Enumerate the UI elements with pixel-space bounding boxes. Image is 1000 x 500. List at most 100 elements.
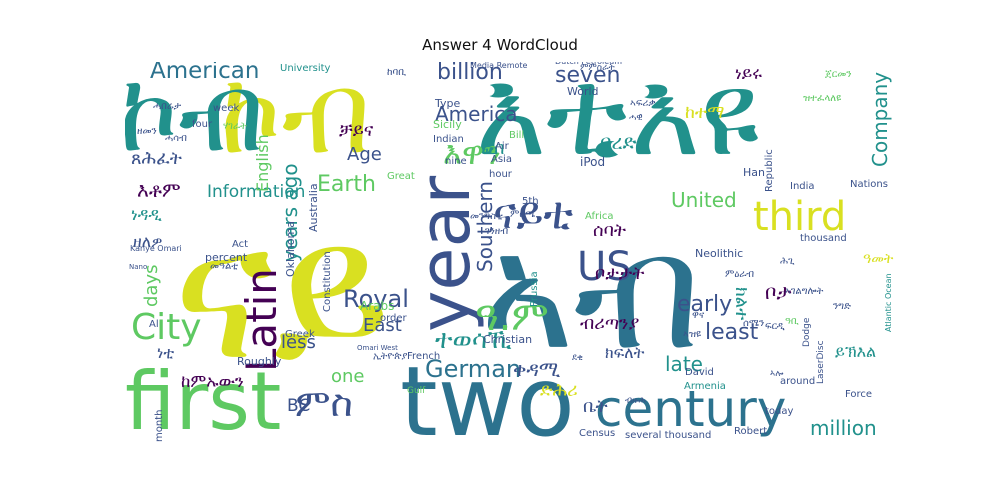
cloud-word: ይኽእል (835, 342, 877, 361)
cloud-word: ሃገራት (223, 121, 247, 132)
cloud-word: ክፍለት (605, 343, 645, 362)
cloud-word: ዓ.ም (475, 294, 549, 340)
cloud-word: one (331, 366, 365, 387)
cloud-word: US (577, 244, 632, 290)
cloud-word: Census (579, 428, 616, 439)
cloud-word: ዓመት (863, 251, 894, 267)
cloud-word: Great (387, 171, 415, 182)
cloud-word: iPod (580, 155, 606, 169)
cloud-word: ኮብ (125, 62, 265, 176)
cloud-word: ተወሳኺ (435, 325, 512, 355)
cloud-word: English (253, 134, 272, 192)
cloud-word: ኣሎ (770, 369, 784, 379)
cloud-word: እቶም (137, 178, 181, 202)
cloud-word: ድሕሪ (540, 380, 578, 401)
cloud-word: እዋን (443, 134, 501, 172)
cloud-word: Kanye Omari (130, 244, 182, 253)
cloud-word: billion (437, 62, 503, 85)
cloud-word: ሓሳብ (165, 133, 187, 144)
cloud-word: እዩ (630, 62, 759, 182)
cloud-word: America (435, 102, 518, 126)
cloud-word: World (567, 85, 599, 98)
cloud-word: ጀርመን (825, 69, 852, 80)
cloud-word: ቦታታት (595, 263, 645, 284)
cloud-word: University (280, 63, 331, 74)
cloud-word: ምዕራብ (725, 269, 755, 280)
cloud-word: week (213, 103, 240, 114)
cloud-word: Force (845, 389, 873, 400)
cloud-word: century (595, 380, 787, 438)
cloud-word: Indian (433, 134, 464, 145)
cloud-word: ሓዊ (629, 113, 643, 123)
cloud-word: ኣፍሪቃ (630, 98, 656, 109)
cloud-word: ኣብ (480, 198, 701, 385)
cloud-word: BC (287, 396, 311, 416)
cloud-word: መንግስቲ (470, 211, 503, 222)
cloud-word: ገንዘብ (485, 226, 509, 237)
cloud-word: Type (435, 97, 461, 110)
cloud-word: Han (743, 166, 765, 179)
cloud-word: ምስ (295, 381, 353, 425)
cloud-word: Dodge (802, 317, 812, 347)
cloud-word: late (665, 352, 703, 376)
cloud-word: በረድ (600, 130, 637, 154)
cloud-word: Oklahoma (284, 221, 297, 277)
cloud-word: ኣገልግሎት (785, 286, 824, 297)
cloud-word: መዓልቲ (210, 261, 239, 272)
cloud-word: ዓቢ (785, 316, 799, 327)
cloud-word: Sicily (433, 118, 462, 131)
cloud-word: 5th (522, 196, 539, 207)
cloud-word: Neolithic (695, 247, 744, 260)
cloud-word: ፍርዲ (765, 321, 785, 332)
cloud-word: Greek (285, 329, 315, 340)
cloud-word: David (685, 367, 714, 378)
cloud-word: Nations (850, 179, 888, 190)
cloud-word: ሓበሬታ (153, 101, 182, 112)
cloud-word: Atlantic Ocean (884, 273, 893, 332)
cloud-word: ቻይና (339, 120, 374, 141)
cloud-word: City (131, 307, 202, 348)
cloud-word: India (790, 181, 815, 192)
cloud-word: ምምስራት (580, 63, 615, 73)
cloud-word: Dutch Petroleum (555, 62, 622, 66)
cloud-word: Republic (764, 149, 775, 192)
cloud-word: እቲ (475, 62, 628, 183)
cloud-word: first (125, 355, 282, 448)
cloud-word: Royal (343, 285, 409, 313)
cloud-word: Prussia (529, 271, 540, 307)
cloud-word: percent (205, 251, 248, 264)
cloud-word: ከተማ (685, 102, 725, 123)
chart-title: Answer 4 WordCloud (422, 36, 578, 54)
cloud-word: month (154, 409, 165, 442)
cloud-word: Company (868, 71, 892, 167)
cloud-word: ሰሜን (743, 318, 765, 329)
cloud-word: order (380, 313, 407, 324)
cloud-word: Information (207, 182, 306, 202)
cloud-word: ቦታ (765, 280, 792, 304)
cloud-word: ሰባት (593, 220, 627, 241)
cloud-word: nine (445, 156, 467, 167)
cloud-word: ከምኡውን (181, 372, 244, 392)
cloud-word: ምርጫ (510, 209, 536, 220)
cloud-word: hour (489, 169, 512, 180)
cloud-word: Roughly (237, 355, 282, 368)
cloud-word: least (705, 320, 759, 345)
cloud-word: United (671, 188, 737, 212)
word-cloud: ናይ እቲ እዩ ኣብ ኮብ ኮብ two first year century… (125, 62, 895, 450)
cloud-word: Robert (734, 426, 768, 437)
cloud-word: Media Remote (470, 62, 528, 70)
cloud-word: four (192, 119, 213, 130)
cloud-word: ነይሩ (735, 64, 762, 84)
cloud-word: less (281, 332, 316, 353)
cloud-word: Nano (129, 263, 148, 271)
cloud-word: French (407, 351, 441, 362)
cloud-word: Act (232, 239, 249, 250)
cloud-word: ደቂ (572, 353, 584, 363)
cloud-word: ጸሕፈት (131, 148, 182, 169)
cloud-word: Armenia (684, 381, 726, 392)
cloud-word: Christian (483, 333, 533, 346)
cloud-word: ዘለዎ (133, 232, 163, 251)
cloud-word: ብሪጣንያ (580, 313, 640, 334)
cloud-word: Al (149, 319, 159, 330)
cloud-word: Africa (585, 211, 614, 222)
